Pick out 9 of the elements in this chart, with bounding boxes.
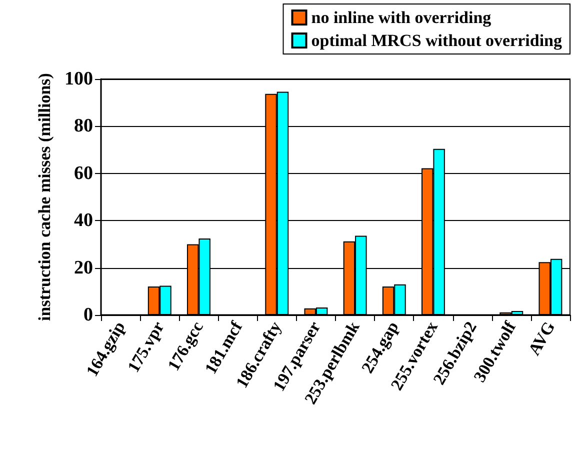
y-tick-label: 20 xyxy=(74,257,93,278)
y-tick-label: 80 xyxy=(74,116,93,137)
y-tick-label: 100 xyxy=(64,68,93,90)
y-tick-label: 40 xyxy=(74,210,93,232)
legend-label: optimal MRCS without overriding xyxy=(311,31,562,50)
y-axis-title: instruction cache misses (millions) xyxy=(35,73,54,321)
y-tick-label: 60 xyxy=(74,162,93,184)
y-tick-label: 0 xyxy=(84,304,93,326)
legend-label: no inline with overriding xyxy=(311,8,492,27)
